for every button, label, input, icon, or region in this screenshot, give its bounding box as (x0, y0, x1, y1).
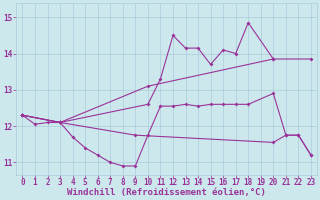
X-axis label: Windchill (Refroidissement éolien,°C): Windchill (Refroidissement éolien,°C) (67, 188, 266, 197)
